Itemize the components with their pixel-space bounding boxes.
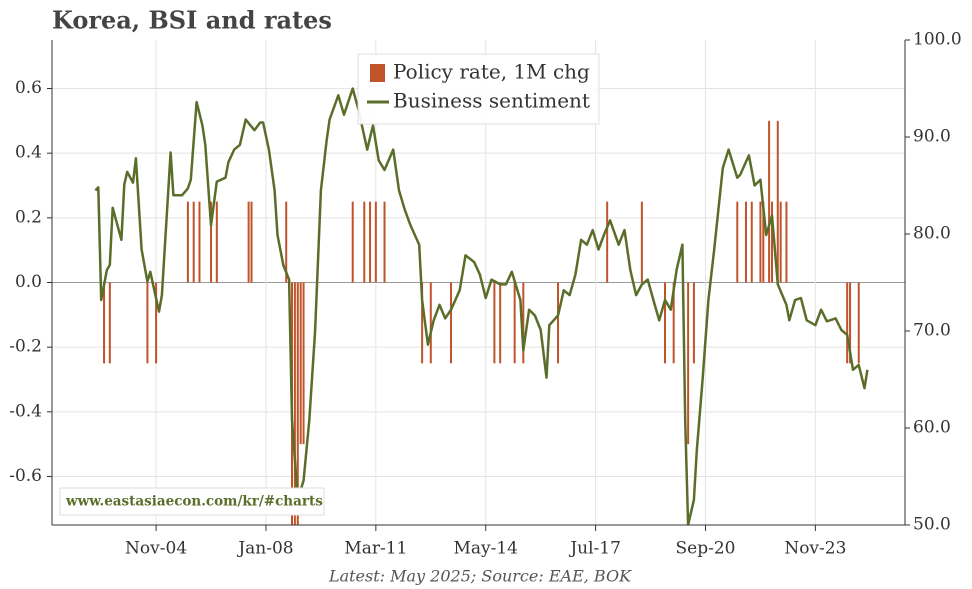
y2-tick-label: 70.0 — [913, 321, 951, 341]
y2-tick-label: 90.0 — [913, 127, 951, 147]
bar — [186, 201, 189, 283]
bar — [687, 282, 690, 445]
legend-swatch — [370, 64, 385, 82]
bar — [421, 282, 424, 364]
x-tick-label: Nov-23 — [784, 539, 846, 559]
bar — [103, 282, 106, 364]
bar — [762, 201, 765, 283]
bar — [108, 282, 111, 364]
bar — [493, 282, 496, 364]
bar — [285, 201, 288, 283]
bar — [768, 120, 771, 283]
bar — [692, 282, 695, 364]
bar — [846, 282, 849, 364]
bar — [351, 201, 354, 283]
x-tick-label: May-14 — [453, 539, 518, 559]
legend-label: Policy rate, 1M chg — [393, 60, 590, 84]
bar — [210, 201, 213, 283]
bar — [672, 282, 675, 364]
legend: Policy rate, 1M chg Business sentiment — [357, 53, 600, 125]
bar — [429, 282, 432, 364]
y-tick-label: 0.0 — [15, 272, 42, 292]
watermark: www.eastasiaecon.com/kr/#charts — [65, 494, 323, 510]
y-tick-label: -0.6 — [9, 466, 42, 486]
bar — [785, 201, 788, 283]
bar — [155, 282, 158, 364]
bar — [296, 282, 299, 525]
bar — [215, 201, 218, 283]
y2-tick-label: 50.0 — [913, 515, 951, 535]
bar — [736, 201, 739, 283]
bar — [363, 201, 366, 283]
bar — [369, 201, 372, 283]
bar — [198, 201, 201, 283]
bar — [750, 201, 753, 283]
bar — [299, 282, 302, 445]
legend-label: Business sentiment — [393, 89, 590, 113]
bar — [744, 201, 747, 283]
bar — [770, 201, 773, 283]
y-tick-label: -0.4 — [9, 401, 42, 421]
axes: -0.6 -0.4 -0.2 0.0 0.2 0.4 0.6 50.0 60.0 70.0 80.0… — [9, 30, 961, 559]
bar — [383, 201, 386, 283]
bar — [146, 282, 149, 364]
bar — [513, 282, 516, 364]
bar — [557, 282, 560, 364]
bar — [776, 120, 779, 283]
x-tick-label: Mar-11 — [344, 539, 407, 559]
legend-box — [357, 53, 600, 125]
y2-tick-label: 60.0 — [913, 418, 951, 438]
bar — [247, 201, 250, 283]
line — [94, 87, 869, 525]
x-tick-label: Nov-04 — [125, 539, 187, 559]
footnote: Latest: May 2025; Source: EAE, BOK — [328, 567, 632, 586]
y-tick-label: 0.6 — [15, 78, 42, 98]
bar — [450, 282, 453, 364]
bar — [499, 282, 502, 364]
bar — [779, 201, 782, 283]
bar — [374, 201, 377, 283]
bar — [640, 201, 643, 283]
bar — [250, 201, 253, 283]
bar — [606, 201, 609, 283]
y-tick-label: -0.2 — [9, 337, 42, 357]
y-tick-label: 0.2 — [15, 207, 42, 227]
bar — [302, 282, 305, 445]
bar — [293, 282, 296, 525]
bar — [522, 282, 525, 364]
y2-tick-label: 100.0 — [913, 30, 962, 50]
plot-area — [94, 87, 869, 525]
y2-tick-label: 80.0 — [913, 224, 951, 244]
x-tick-label: Jul-17 — [568, 539, 621, 559]
bar — [664, 282, 667, 364]
watermark-box — [59, 487, 325, 516]
bar — [857, 282, 860, 364]
bar — [759, 201, 762, 283]
chart-title: Korea, BSI and rates — [52, 6, 332, 35]
bar — [192, 201, 195, 283]
y-tick-label: 0.4 — [15, 143, 42, 163]
bar — [849, 282, 852, 364]
x-tick-label: Jan-08 — [236, 539, 293, 559]
x-tick-label: Sep-20 — [676, 539, 736, 559]
